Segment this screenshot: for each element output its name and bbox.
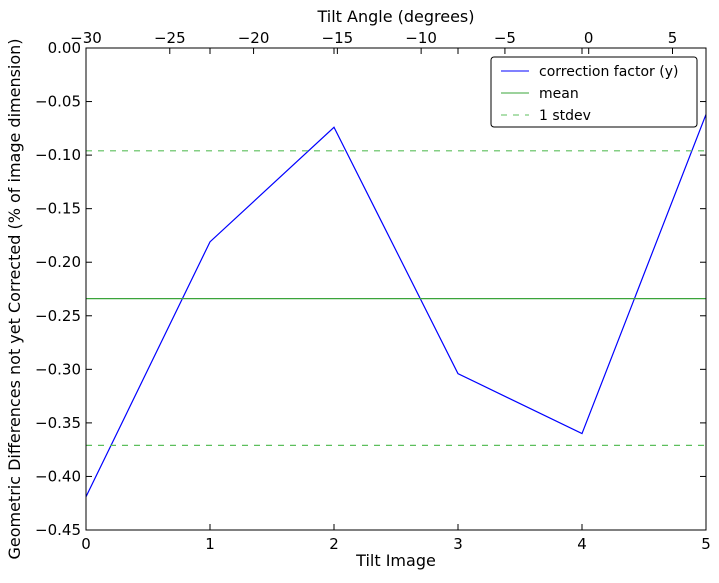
x-tick-label: 4 (577, 535, 587, 553)
y-tick-label: −0.45 (35, 521, 81, 539)
top-x-tick-label: −25 (154, 29, 186, 47)
x-axis-label: Tilt Image (355, 551, 436, 570)
x-tick-label: 0 (81, 535, 91, 553)
y-axis-label: Geometric Differences not yet Corrected … (5, 38, 24, 559)
y-tick-label: −0.25 (35, 307, 81, 325)
legend-label-mean: mean (539, 86, 579, 102)
x-tick-label: 3 (453, 535, 463, 553)
y-tick-label: 0.00 (48, 39, 81, 57)
plot-lines-layer (85, 114, 707, 498)
top-x-tick-label: −10 (405, 29, 437, 47)
top-x-axis-label: Tilt Angle (degrees) (316, 7, 474, 26)
top-x-tick-label: −5 (494, 29, 516, 47)
legend-label-correction-factor: correction factor (y) (539, 64, 678, 80)
plot-frame (85, 47, 707, 531)
x-tick-label: 1 (205, 535, 215, 553)
x-tick-label: 5 (701, 535, 711, 553)
series-line-correction-factor (85, 114, 707, 498)
top-x-tick-label: −15 (322, 29, 354, 47)
y-tick-label: −0.05 (35, 93, 81, 111)
y-tick-label: −0.15 (35, 200, 81, 218)
y-tick-label: −0.20 (35, 253, 81, 271)
top-x-tick-label: 5 (668, 29, 678, 47)
x-tick-label: 2 (329, 535, 339, 553)
top-x-tick-label: −20 (238, 29, 270, 47)
tick-labels-layer: 0 1 2 3 4 5 −30 −25 −20 −15 −10 −5 0 5 0.00 −0.05 −0.10 −… (35, 29, 711, 553)
top-x-tick-label: 0 (584, 29, 594, 47)
legend: correction factor (y) mean 1 stdev (490, 56, 698, 128)
top-x-tick-label: −30 (70, 29, 102, 47)
y-tick-label: −0.35 (35, 414, 81, 432)
y-tick-label: −0.30 (35, 360, 81, 378)
ticks-layer (85, 47, 707, 531)
legend-box (490, 56, 698, 128)
y-tick-label: −0.10 (35, 146, 81, 164)
y-tick-label: −0.40 (35, 467, 81, 485)
legend-label-stdev: 1 stdev (539, 108, 591, 124)
